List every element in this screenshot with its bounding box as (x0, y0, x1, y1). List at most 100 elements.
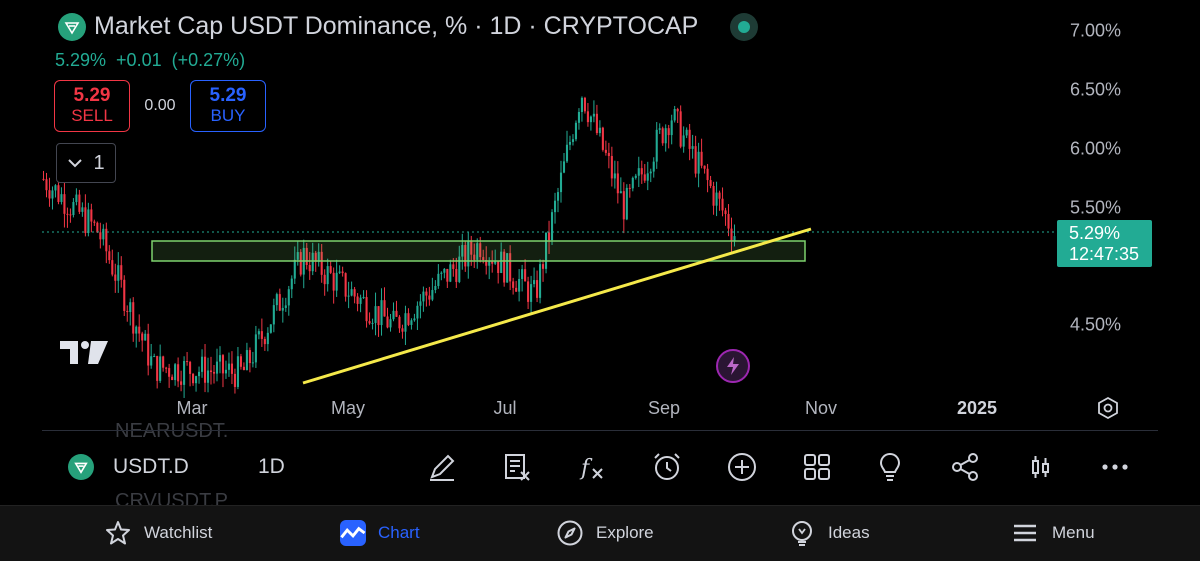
layouts-icon[interactable] (799, 449, 835, 485)
candle-body (141, 333, 144, 341)
buy-button[interactable]: 5.29 BUY (190, 80, 266, 132)
nav-explore[interactable]: Explore (556, 516, 654, 550)
market-status-icon[interactable] (730, 12, 759, 41)
buy-price: 5.29 (209, 85, 247, 106)
candle-body (509, 253, 512, 282)
candle-body (416, 305, 419, 319)
candle-body (458, 256, 461, 282)
chart-title-text: Market Cap USDT Dominance, % · 1D · CRYP… (94, 12, 699, 40)
price-chart-svg[interactable] (0, 0, 1200, 430)
candle-body (371, 322, 374, 324)
time-axis-label: Sep (647, 398, 681, 418)
candle-body (589, 116, 592, 123)
candle-body (718, 192, 721, 199)
nav-menu[interactable]: Menu (1012, 516, 1095, 550)
buy-label: BUY (210, 106, 246, 125)
candle-body (652, 161, 655, 172)
candle-body (332, 272, 335, 291)
candle-body (619, 191, 622, 194)
candle-body (407, 313, 410, 325)
indicators-toggle-button[interactable]: 1 (56, 143, 116, 183)
interval-selector[interactable]: 1D (258, 455, 285, 478)
more-icon[interactable] (1097, 449, 1133, 485)
candle-body (515, 287, 518, 292)
candle-body (440, 272, 443, 274)
lightbulb-icon (792, 521, 812, 546)
candle-body (129, 302, 132, 313)
candle-body (443, 268, 446, 273)
candle-body (284, 305, 287, 308)
candle-body (637, 168, 640, 176)
nav-ideas[interactable]: Ideas (788, 516, 870, 550)
candle-body (527, 281, 530, 302)
nav-watchlist[interactable]: Watchlist (104, 516, 212, 550)
candle-body (545, 232, 548, 269)
share-icon[interactable] (947, 449, 983, 485)
candle-body (54, 185, 57, 191)
trade-buttons: 5.29 SELL 0.00 5.29 BUY (54, 80, 266, 132)
object-tree-icon[interactable] (499, 449, 535, 485)
candle-body (425, 291, 428, 296)
compass-icon (557, 520, 583, 546)
candle-body (200, 356, 204, 372)
header-values: 5.29% +0.01 (+0.27%) (55, 50, 245, 71)
symbol-selector[interactable]: USDT.D (113, 455, 189, 478)
candle-body (613, 173, 616, 179)
chart-settings-icon[interactable] (1096, 396, 1120, 420)
nav-chart[interactable]: Chart (340, 516, 420, 550)
candle-body (278, 294, 281, 311)
candle-body (45, 179, 48, 191)
candle-body (206, 370, 210, 383)
bar-countdown: 12:47:35 (1069, 244, 1140, 264)
indicators-icon[interactable]: f (574, 449, 610, 485)
candle-body (512, 281, 515, 288)
candle-body (135, 326, 138, 334)
candle-body (419, 301, 422, 306)
candle-body (171, 376, 174, 381)
draw-icon[interactable] (424, 449, 460, 485)
candles-group (42, 96, 736, 398)
chart-icon (340, 520, 366, 546)
ideas-bulb-icon[interactable] (872, 449, 908, 485)
candle-body (479, 243, 482, 258)
candle-body (224, 369, 228, 374)
candle-body (542, 264, 545, 269)
candle-body (571, 139, 575, 142)
trendline (302, 227, 812, 385)
candle-body (640, 168, 643, 175)
alert-icon[interactable] (649, 449, 685, 485)
candle-body (670, 120, 673, 136)
symbol-logo-icon[interactable] (68, 454, 94, 480)
candle-body (401, 328, 404, 332)
add-icon[interactable] (724, 449, 760, 485)
candle-body (410, 320, 413, 325)
candle-body (595, 113, 598, 134)
candle-body (189, 361, 192, 374)
candle-body (494, 261, 497, 264)
lightning-icon[interactable] (716, 349, 750, 383)
candle-body (177, 364, 180, 382)
candle-body (646, 173, 649, 181)
price-axis-label: 6.00% (1070, 138, 1122, 159)
chart-title[interactable]: Market Cap USDT Dominance, % · 1D · CRYP… (58, 12, 759, 41)
candle-body (66, 213, 69, 215)
candle-body (580, 97, 583, 112)
chart-pane[interactable]: Market Cap USDT Dominance, % · 1D · CRYP… (0, 0, 1200, 430)
candle-body (218, 355, 222, 362)
change-value: +0.01 (116, 50, 162, 70)
candle-body (153, 356, 156, 358)
candle-body (386, 316, 389, 328)
candle-type-icon[interactable] (1022, 449, 1058, 485)
time-axis-label: Mar (176, 398, 208, 418)
candle-body (341, 271, 344, 274)
candle-body (431, 290, 434, 300)
candle-body (604, 149, 607, 153)
candle-body (733, 236, 736, 241)
candle-body (452, 264, 455, 269)
time-axis-label: Jul (493, 398, 517, 418)
candle-body (308, 264, 311, 272)
candle-body (547, 232, 551, 241)
candle-body (156, 356, 159, 381)
sell-button[interactable]: 5.29 SELL (54, 80, 130, 132)
nav-menu-label: Menu (1052, 523, 1095, 542)
